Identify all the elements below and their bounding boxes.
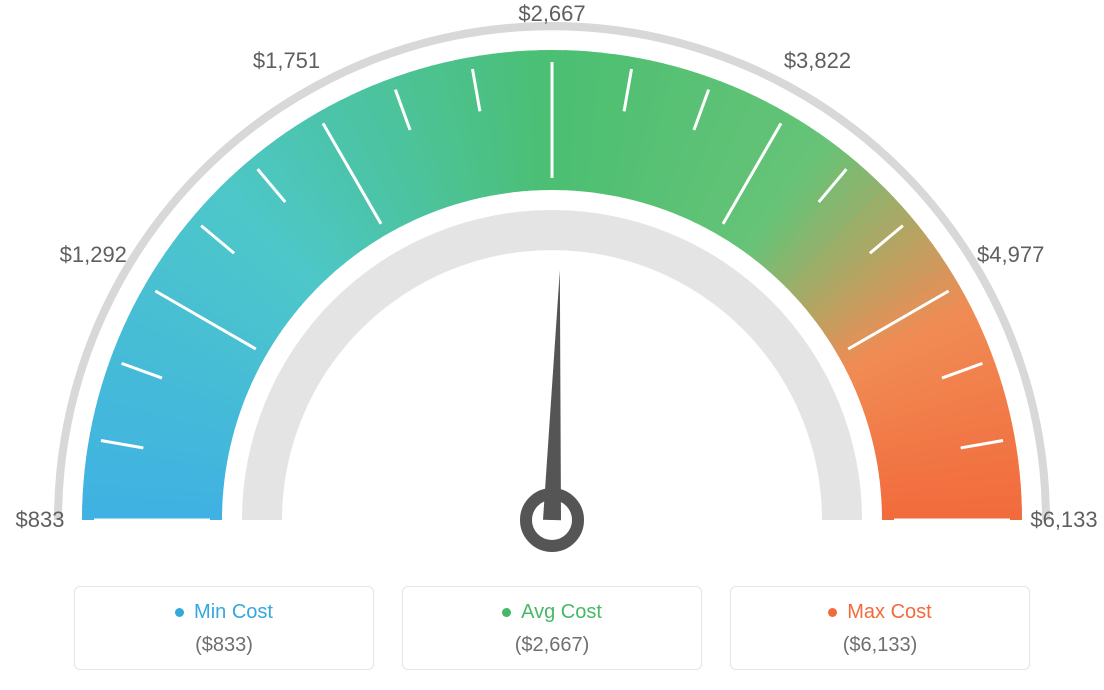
legend-dot-min <box>175 608 184 617</box>
scale-label: $6,133 <box>1030 507 1097 533</box>
legend-value-avg: ($2,667) <box>413 634 691 657</box>
cost-gauge: $833 $1,292 $1,751 $2,667 $3,822 $4,977 $6,133 <box>0 0 1104 565</box>
legend-card-max: Max Cost ($6,133) <box>730 586 1030 670</box>
legend-dot-max <box>828 608 837 617</box>
gauge-svg <box>0 0 1104 565</box>
legend-label-max: Max Cost <box>847 601 931 624</box>
legend-label-min: Min Cost <box>194 601 273 624</box>
legend-label-avg: Avg Cost <box>521 601 602 624</box>
legend-card-min: Min Cost ($833) <box>74 586 374 670</box>
legend-value-max: ($6,133) <box>741 634 1019 657</box>
scale-label: $1,292 <box>60 242 127 268</box>
scale-label: $3,822 <box>784 48 851 74</box>
gauge-needle <box>543 270 561 520</box>
legend-card-avg: Avg Cost ($2,667) <box>402 586 702 670</box>
legend-value-min: ($833) <box>85 634 363 657</box>
scale-label: $1,751 <box>253 48 320 74</box>
legend-dot-avg <box>502 608 511 617</box>
scale-label: $833 <box>16 507 65 533</box>
scale-label: $2,667 <box>518 1 585 27</box>
scale-label: $4,977 <box>977 242 1044 268</box>
legend-row: Min Cost ($833) Avg Cost ($2,667) Max Co… <box>0 586 1104 670</box>
